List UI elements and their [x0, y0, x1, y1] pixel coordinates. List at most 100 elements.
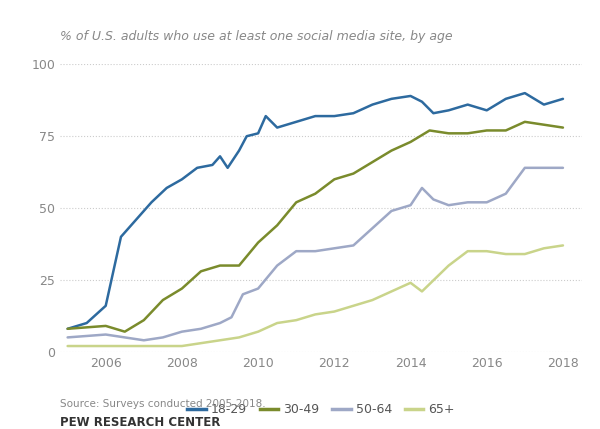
18-29	[102, 303, 109, 308]
50-64	[445, 202, 452, 208]
50-64	[407, 202, 414, 208]
18-29	[388, 96, 395, 101]
65+	[540, 246, 547, 251]
65+	[559, 243, 566, 248]
65+	[274, 320, 281, 326]
65+	[445, 263, 452, 268]
65+	[407, 280, 414, 285]
30-49	[217, 263, 224, 268]
65+	[311, 312, 319, 317]
18-29	[350, 111, 357, 116]
65+	[521, 251, 529, 257]
65+	[178, 344, 185, 349]
30-49	[464, 131, 471, 136]
30-49	[331, 177, 338, 182]
18-29	[163, 185, 170, 190]
Text: Source: Surveys conducted 2005-2018.: Source: Surveys conducted 2005-2018.	[60, 399, 266, 409]
18-29	[418, 99, 425, 104]
50-64	[430, 197, 437, 202]
18-29	[118, 234, 125, 239]
65+	[217, 338, 224, 343]
30-49	[102, 323, 109, 329]
30-49	[502, 128, 509, 133]
30-49	[388, 148, 395, 153]
18-29	[521, 91, 529, 96]
30-49	[521, 119, 529, 124]
50-64	[483, 200, 490, 205]
18-29	[293, 119, 300, 124]
18-29	[217, 154, 224, 159]
18-29	[235, 148, 242, 153]
65+	[197, 341, 205, 346]
30-49	[235, 263, 242, 268]
30-49	[311, 191, 319, 196]
30-49	[140, 317, 148, 323]
30-49	[64, 326, 71, 331]
Line: 30-49: 30-49	[68, 122, 563, 332]
18-29	[148, 200, 155, 205]
18-29	[224, 165, 231, 170]
50-64	[521, 165, 529, 170]
18-29	[502, 96, 509, 101]
65+	[369, 297, 376, 302]
18-29	[83, 320, 90, 326]
18-29	[369, 102, 376, 107]
30-49	[540, 122, 547, 127]
65+	[418, 289, 425, 294]
18-29	[209, 162, 216, 167]
30-49	[483, 128, 490, 133]
18-29	[559, 96, 566, 101]
30-49	[369, 160, 376, 165]
18-29	[194, 165, 201, 170]
18-29	[430, 111, 437, 116]
65+	[102, 344, 109, 349]
65+	[254, 329, 262, 334]
50-64	[540, 165, 547, 170]
50-64	[121, 335, 128, 340]
30-49	[254, 240, 262, 245]
50-64	[254, 286, 262, 291]
50-64	[228, 315, 235, 320]
50-64	[197, 326, 205, 331]
50-64	[388, 208, 395, 214]
50-64	[140, 338, 148, 343]
65+	[388, 289, 395, 294]
65+	[464, 248, 471, 254]
Line: 65+: 65+	[68, 245, 563, 346]
50-64	[239, 292, 247, 297]
50-64	[102, 332, 109, 337]
50-64	[64, 335, 71, 340]
18-29	[407, 94, 414, 99]
50-64	[293, 248, 300, 254]
Line: 18-29: 18-29	[68, 93, 563, 329]
30-49	[407, 139, 414, 145]
30-49	[350, 171, 357, 176]
65+	[121, 344, 128, 349]
50-64	[159, 335, 166, 340]
65+	[502, 251, 509, 257]
65+	[140, 344, 148, 349]
18-29	[331, 114, 338, 119]
50-64	[369, 226, 376, 231]
50-64	[350, 243, 357, 248]
30-49	[293, 200, 300, 205]
18-29	[178, 177, 185, 182]
65+	[331, 309, 338, 314]
18-29	[64, 326, 71, 331]
30-49	[445, 131, 452, 136]
30-49	[159, 297, 166, 302]
65+	[64, 344, 71, 349]
30-49	[197, 269, 205, 274]
18-29	[274, 125, 281, 130]
30-49	[274, 223, 281, 228]
18-29	[243, 134, 250, 139]
50-64	[331, 246, 338, 251]
Text: % of U.S. adults who use at least one social media site, by age: % of U.S. adults who use at least one so…	[60, 30, 452, 43]
65+	[483, 248, 490, 254]
50-64	[464, 200, 471, 205]
50-64	[274, 263, 281, 268]
30-49	[426, 128, 433, 133]
18-29	[311, 114, 319, 119]
30-49	[559, 125, 566, 130]
30-49	[178, 286, 185, 291]
